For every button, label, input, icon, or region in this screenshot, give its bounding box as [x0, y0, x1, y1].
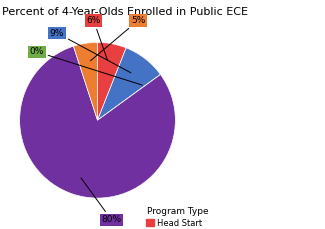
Text: Percent of 4-Year-Olds Enrolled in Public ECE: Percent of 4-Year-Olds Enrolled in Publi…	[2, 7, 248, 16]
Wedge shape	[73, 42, 98, 120]
Text: 6%: 6%	[86, 16, 108, 60]
Wedge shape	[98, 48, 161, 120]
Text: 0%: 0%	[30, 47, 142, 85]
Wedge shape	[98, 74, 161, 120]
Text: 5%: 5%	[90, 16, 145, 61]
Wedge shape	[20, 46, 176, 198]
Wedge shape	[98, 42, 126, 120]
Text: 9%: 9%	[50, 29, 131, 73]
Legend: Head Start, Special Ed, Other public, Other/None, Pre-K: Head Start, Special Ed, Other public, Ot…	[145, 205, 211, 229]
Text: 80%: 80%	[81, 178, 122, 224]
